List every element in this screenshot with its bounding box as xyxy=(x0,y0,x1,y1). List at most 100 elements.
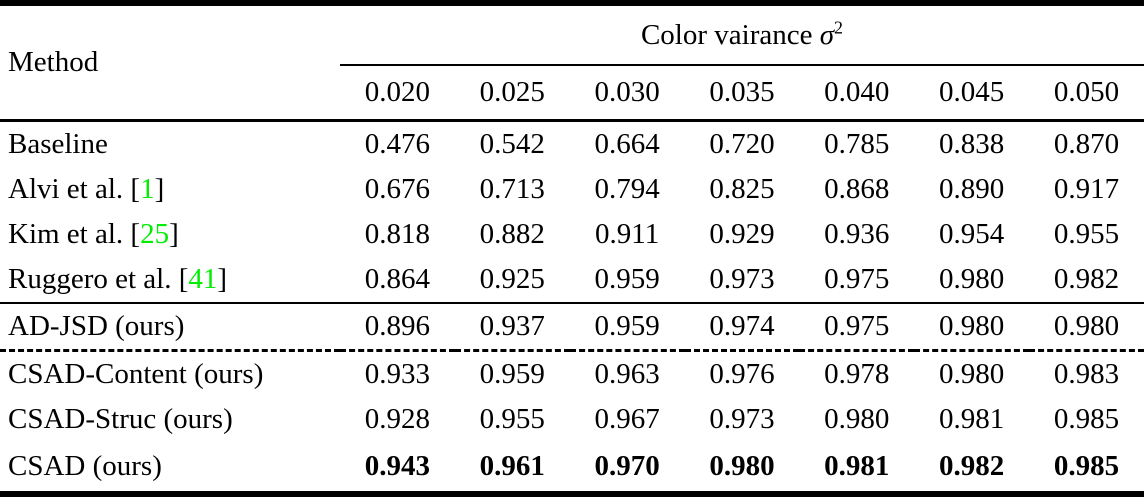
method-cell: Kim et al. [25] xyxy=(0,212,340,257)
group-header-row: Method Color vairance σ2 xyxy=(0,3,1144,122)
table-row: Alvi et al. [1] 0.676 0.713 0.794 0.825 0.86… xyxy=(0,167,1144,212)
value-cell: 0.794 xyxy=(594,173,660,205)
method-label-suffix: ] xyxy=(154,173,165,205)
table-row: CSAD-Content (ours) 0.933 0.959 0.963 0.976… xyxy=(0,351,1144,398)
value-cell: 0.917 xyxy=(1053,173,1120,205)
value-cell: 0.785 xyxy=(824,128,890,160)
value-cell: 0.936 xyxy=(824,218,890,250)
group-header: Color vairance σ2 xyxy=(340,3,1144,66)
value-cell: 0.973 xyxy=(709,263,775,295)
value-cell: 0.954 xyxy=(939,218,1005,250)
value-cell: 0.896 xyxy=(340,302,455,352)
method-label-prefix: CSAD (ours) xyxy=(8,450,162,482)
citation-link[interactable]: 1 xyxy=(140,173,155,205)
column-header-row: 0.020 0.025 0.030 0.035 0.040 0.045 0.05… xyxy=(0,65,1144,122)
column-header: 0.050 xyxy=(1029,65,1144,122)
value-cell: 0.868 xyxy=(824,173,890,205)
value-cell: 0.720 xyxy=(709,128,775,160)
value-cell: 0.838 xyxy=(939,128,1005,160)
value-cell: 0.664 xyxy=(594,128,660,160)
method-cell: Baseline xyxy=(0,121,340,168)
value-cell: 0.676 xyxy=(364,173,431,205)
table-body: Baseline 0.476 0.542 0.664 0.720 0.785 0.838 0… xyxy=(0,121,1144,495)
value-cell: 0.825 xyxy=(709,173,775,205)
method-label-prefix: Ruggero et al. [ xyxy=(8,263,189,295)
value-cell: 0.959 xyxy=(479,358,545,390)
value-cell: 0.890 xyxy=(939,173,1005,205)
table-row: AD-JSD (ours) 0.896 0.937 0.959 0.974 0.975 0… xyxy=(0,302,1144,352)
method-cell: CSAD-Struc (ours) xyxy=(0,397,340,442)
value-cell: 0.982 xyxy=(1053,263,1120,295)
value-cell: 0.980 xyxy=(824,403,890,435)
value-cell: 0.476 xyxy=(364,128,431,160)
value-cell: 0.929 xyxy=(709,218,775,250)
method-label-suffix: ] xyxy=(217,263,228,295)
value-cell: 0.911 xyxy=(595,218,660,250)
value-cell: 0.864 xyxy=(364,263,431,295)
value-cell: 0.974 xyxy=(684,302,800,352)
method-cell: Alvi et al. [1] xyxy=(0,167,340,212)
value-cell: 0.959 xyxy=(569,302,685,352)
value-cell: 0.980 xyxy=(914,302,1030,352)
value-cell: 0.542 xyxy=(479,128,545,160)
value-cell: 0.980 xyxy=(939,263,1005,295)
column-header: 0.030 xyxy=(569,65,685,122)
column-header: 0.045 xyxy=(914,65,1030,122)
method-label-prefix: Baseline xyxy=(8,128,108,160)
method-label-prefix: AD-JSD (ours) xyxy=(8,310,185,342)
method-cell: Ruggero et al. [41] xyxy=(0,257,340,303)
group-header-text: Color vairance xyxy=(640,18,820,51)
value-cell: 0.976 xyxy=(709,358,775,390)
value-cell: 0.981 xyxy=(824,450,890,482)
value-cell: 0.980 xyxy=(939,358,1005,390)
value-cell: 0.985 xyxy=(1053,450,1120,482)
value-cell: 0.937 xyxy=(454,302,570,352)
value-cell: 0.963 xyxy=(594,358,660,390)
value-cell: 0.713 xyxy=(479,173,545,205)
value-cell: 0.980 xyxy=(1029,302,1144,352)
value-cell: 0.955 xyxy=(1053,218,1120,250)
method-column-header: Method xyxy=(0,3,340,122)
value-cell: 0.970 xyxy=(594,450,660,482)
table-row: Kim et al. [25] 0.818 0.882 0.911 0.929 0.93… xyxy=(0,212,1144,257)
method-label-prefix: CSAD-Struc (ours) xyxy=(8,403,233,435)
method-label-prefix: Kim et al. [ xyxy=(8,218,141,250)
value-cell: 0.870 xyxy=(1053,128,1120,160)
value-cell: 0.882 xyxy=(479,218,545,250)
value-cell: 0.959 xyxy=(594,263,660,295)
column-header: 0.035 xyxy=(684,65,800,122)
citation-link[interactable]: 25 xyxy=(140,218,170,250)
value-cell: 0.961 xyxy=(479,450,545,482)
value-cell: 0.933 xyxy=(364,358,431,390)
value-cell: 0.978 xyxy=(824,358,890,390)
citation-link[interactable]: 41 xyxy=(188,263,218,295)
column-header: 0.020 xyxy=(340,65,455,122)
value-cell: 0.980 xyxy=(709,450,775,482)
value-cell: 0.983 xyxy=(1053,358,1120,390)
table-row: CSAD-Struc (ours) 0.928 0.955 0.967 0.973 0.… xyxy=(0,397,1144,442)
value-cell: 0.985 xyxy=(1053,403,1120,435)
table-row: CSAD (ours) 0.943 0.961 0.970 0.980 0.981 0.9… xyxy=(0,442,1144,494)
table-row: Baseline 0.476 0.542 0.664 0.720 0.785 0.838 0… xyxy=(0,121,1144,168)
value-cell: 0.928 xyxy=(364,403,431,435)
value-cell: 0.975 xyxy=(824,263,890,295)
table-row: Ruggero et al. [41] 0.864 0.925 0.959 0.973… xyxy=(0,257,1144,303)
column-header: 0.025 xyxy=(454,65,570,122)
value-cell: 0.818 xyxy=(364,218,431,250)
method-label-prefix: CSAD-Content (ours) xyxy=(8,358,264,390)
method-cell: CSAD-Content (ours) xyxy=(0,351,340,398)
value-cell: 0.982 xyxy=(939,450,1005,482)
value-cell: 0.967 xyxy=(594,403,660,435)
value-cell: 0.973 xyxy=(709,403,775,435)
method-label-suffix: ] xyxy=(169,218,179,250)
value-cell: 0.955 xyxy=(479,403,545,435)
method-cell: AD-JSD (ours) xyxy=(0,302,340,352)
sigma-symbol: σ xyxy=(819,18,835,51)
value-cell: 0.975 xyxy=(799,302,915,352)
value-cell: 0.943 xyxy=(364,450,431,482)
value-cell: 0.925 xyxy=(479,263,545,295)
method-cell: CSAD (ours) xyxy=(0,442,340,494)
value-cell: 0.981 xyxy=(939,403,1005,435)
